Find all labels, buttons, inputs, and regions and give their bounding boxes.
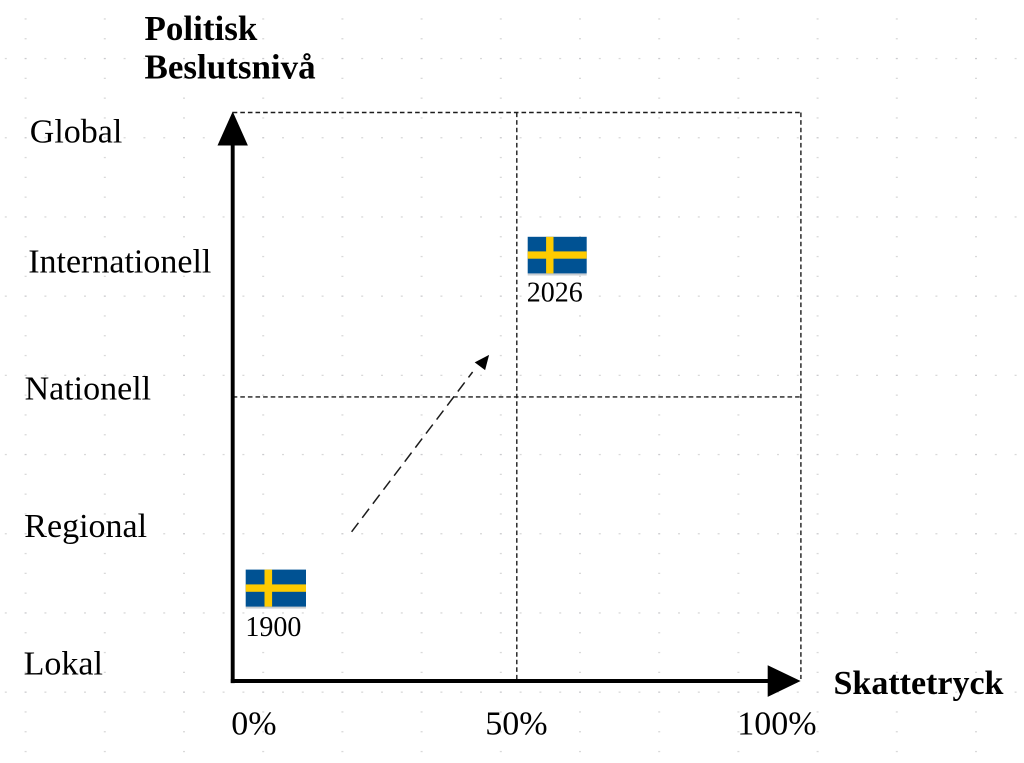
svg-text:0%: 0% xyxy=(231,706,276,743)
svg-text:Beslutsnivå: Beslutsnivå xyxy=(145,48,316,87)
svg-text:2026: 2026 xyxy=(527,277,583,308)
svg-text:100%: 100% xyxy=(737,706,816,743)
svg-text:Regional: Regional xyxy=(24,508,147,545)
svg-text:Internationell: Internationell xyxy=(28,244,211,281)
svg-text:1900: 1900 xyxy=(245,612,301,643)
svg-text:Skattetryck: Skattetryck xyxy=(834,665,1004,702)
svg-text:Nationell: Nationell xyxy=(25,371,152,408)
svg-text:Politisk: Politisk xyxy=(145,9,258,48)
svg-text:Lokal: Lokal xyxy=(24,645,103,682)
svg-text:Global: Global xyxy=(30,114,123,151)
svg-text:50%: 50% xyxy=(485,706,547,743)
